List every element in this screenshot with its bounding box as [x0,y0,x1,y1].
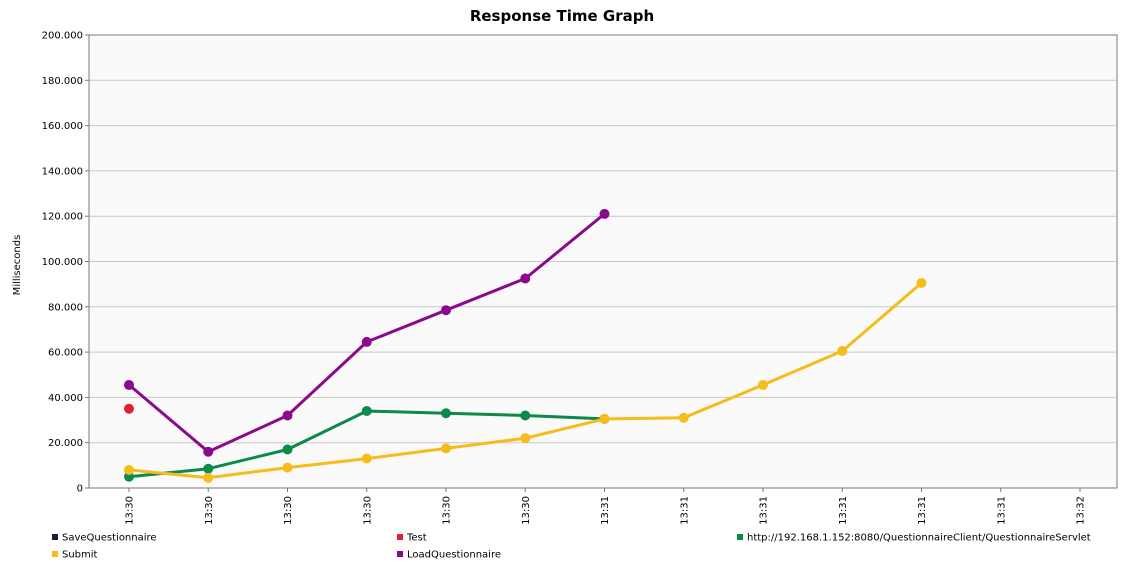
x-tick-label: 13:30 [125,496,136,525]
y-tick-label: 180.000 [42,76,83,87]
y-tick-label: 0 [77,484,83,495]
data-point [758,379,768,390]
y-tick-label: 140.000 [42,166,83,177]
data-point [361,453,372,464]
data-point [124,403,134,414]
series [124,403,134,414]
data-point [520,433,531,444]
data-point [599,413,610,424]
data-point [520,410,531,421]
x-tick-label: 13:31 [679,496,690,525]
legend-label: http://192.168.1.152:8080/QuestionnaireC… [747,533,1091,544]
data-point [282,410,293,421]
legend-swatch [397,534,403,540]
legend-swatch [397,551,403,557]
series [124,278,927,483]
data-point [361,405,372,416]
y-axis-label: Milliseconds [12,235,23,296]
y-tick-label: 160.000 [42,121,83,132]
legend-label: LoadQuestionnaire [407,550,501,561]
x-tick-label: 13:30 [204,496,215,525]
x-tick-label: 13:31 [759,496,770,525]
y-axis-ticks: 0 20.000 40.000 60.000 80.000 100.000 120.000 1… [42,31,89,495]
x-tick-label: 13:30 [442,496,453,525]
data-point [441,305,451,316]
data-point [916,278,927,289]
x-tick-label: 13:31 [917,496,928,525]
data-point [599,208,610,219]
data-point [124,464,134,475]
x-tick-label: 13:31 [838,496,849,525]
y-tick-label: 80.000 [48,302,83,313]
data-point [441,408,451,419]
x-tick-label: 13:30 [283,496,294,525]
legend-label: Test [406,533,427,544]
y-tick-label: 40.000 [48,393,83,404]
data-point [282,462,293,473]
data-point [361,336,372,347]
legend: SaveQuestionnaire Test http://192.168.1.15… [52,533,1091,561]
legend-swatch [52,534,58,540]
y-tick-label: 120.000 [42,212,83,223]
data-point [203,446,214,457]
data-point [203,463,214,474]
legend-swatch [737,534,743,540]
legend-swatch [52,551,58,557]
data-point [441,443,451,454]
x-tick-label: 13:31 [996,496,1007,525]
data-point [520,273,531,284]
data-point [203,472,214,483]
series [124,208,610,457]
x-tick-label: 13:30 [521,496,532,525]
series-layer [124,208,927,483]
data-point [837,345,848,356]
x-tick-label: 13:30 [362,496,373,525]
data-point [282,444,293,455]
legend-label: Submit [62,550,98,561]
y-tick-label: 100.000 [42,257,83,268]
x-tick-label: 13:32 [1076,496,1087,525]
legend-label: SaveQuestionnaire [62,533,157,544]
y-tick-label: 200.000 [42,31,83,42]
data-point [678,412,689,423]
y-tick-label: 60.000 [48,348,83,359]
x-axis-ticks: 13:30 13:30 13:30 13:30 13:30 13:30 13:31 13:31… [125,488,1087,525]
x-tick-label: 13:31 [600,496,611,525]
y-tick-label: 20.000 [48,438,83,449]
data-point [124,379,134,390]
chart-title: Response Time Graph [470,7,654,25]
